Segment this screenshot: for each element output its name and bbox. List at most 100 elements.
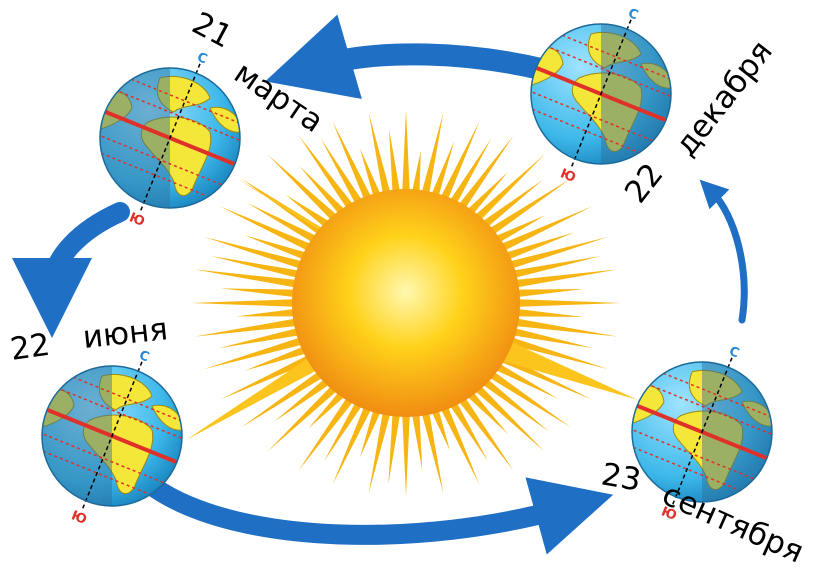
sun-ray — [285, 194, 331, 228]
sun-ray — [194, 269, 299, 288]
sun-ray — [457, 135, 514, 210]
sun-ray — [439, 121, 480, 202]
land-east — [640, 62, 671, 89]
label-december-day: 22 — [618, 157, 671, 210]
sun-ray — [203, 236, 305, 270]
latitude-line — [55, 386, 182, 441]
sun-ray — [220, 288, 297, 298]
sun-ray — [504, 232, 575, 261]
latitude-line — [100, 148, 221, 203]
sun-ray — [465, 171, 509, 216]
label-september-day: 23 — [599, 456, 644, 498]
latitude-line — [632, 442, 753, 497]
south-pole-label: Ю — [127, 210, 147, 230]
arrow-june-to-september — [145, 477, 614, 555]
sun-ray — [487, 370, 571, 428]
sun-ray — [203, 336, 305, 370]
sun-ray — [247, 202, 319, 244]
label-march-day: 21 — [186, 5, 238, 55]
north-pole-label: С — [137, 348, 151, 365]
sun-ray — [359, 148, 382, 198]
sun-ray — [244, 235, 308, 261]
sun-ray — [430, 408, 450, 451]
sun-ray — [210, 255, 301, 279]
sun-ray — [511, 255, 602, 279]
globe-outline — [530, 23, 672, 165]
sun-ray — [299, 165, 347, 216]
sun-ray — [298, 396, 355, 471]
latitude-line — [531, 89, 658, 144]
sun-ray — [481, 378, 549, 432]
land-east — [209, 106, 240, 133]
sun-ray — [368, 410, 391, 494]
earth-axis — [81, 361, 143, 511]
earth-globe-march: СЮ — [99, 50, 241, 230]
night-side — [601, 24, 671, 164]
latitude-line — [632, 427, 759, 482]
sun-ray — [439, 404, 480, 485]
sun-ray — [513, 269, 618, 288]
sun-ray — [421, 410, 444, 494]
latitude-line — [550, 29, 671, 84]
sun-ray — [481, 179, 544, 228]
latitude-line — [645, 382, 772, 437]
sun-ray — [465, 390, 509, 435]
latitude-line — [651, 367, 772, 422]
south-pole-label: Ю — [558, 166, 578, 186]
north-pole-label: С — [727, 344, 741, 361]
sun-ray — [487, 178, 571, 236]
sun-ray — [359, 408, 382, 458]
sun-ray — [298, 135, 355, 210]
sun-rays — [191, 109, 621, 497]
sun-ray — [457, 396, 514, 471]
sun-disc — [292, 189, 520, 417]
south-pole-label: Ю — [69, 508, 89, 528]
latitude-line — [100, 133, 227, 188]
sun-ray — [411, 150, 421, 194]
sun-ray — [493, 362, 559, 400]
sun-ray — [267, 154, 339, 222]
night-side — [42, 366, 112, 506]
sun-ray — [191, 299, 297, 307]
land-east — [741, 400, 772, 427]
sun-ray — [388, 412, 401, 485]
sun-ray — [448, 138, 492, 205]
sun-ray — [493, 215, 546, 244]
latitude-line — [42, 431, 169, 486]
sun-ray — [515, 289, 584, 298]
label-december-month: декабря — [668, 34, 780, 163]
sun-ray — [368, 112, 391, 196]
earth-axis — [671, 357, 733, 507]
sun-ray — [236, 308, 297, 317]
sun-ray — [324, 401, 364, 462]
sun-ray — [241, 370, 325, 428]
sun — [186, 109, 638, 497]
sun-ray — [219, 354, 313, 400]
sun-ray — [332, 404, 373, 485]
sun-ray — [513, 318, 618, 337]
label-june-month: июня — [81, 311, 169, 356]
sun-ray — [421, 112, 444, 196]
orbit-arrows — [12, 14, 748, 555]
globe-outline — [631, 361, 773, 503]
sun-ray — [515, 308, 584, 317]
sun-ray — [389, 129, 401, 194]
sun-ray — [515, 299, 621, 307]
sun-ray — [274, 378, 331, 422]
arrow-december-to-march — [265, 14, 556, 100]
sun-ray — [332, 121, 373, 202]
night-side — [702, 362, 772, 502]
north-pole-label: С — [626, 6, 640, 23]
south-pole-label: Ю — [659, 504, 679, 524]
night-side — [100, 68, 170, 208]
sun-ray — [219, 206, 313, 252]
arrow-march-to-june — [12, 202, 130, 338]
arrow-september-to-december — [699, 179, 748, 324]
sun-ray — [308, 390, 347, 429]
latitude-line — [544, 44, 671, 99]
sun-ray — [507, 236, 609, 270]
sun-ray — [473, 384, 545, 452]
sun-ray — [499, 206, 593, 252]
latitude-line — [531, 104, 652, 159]
